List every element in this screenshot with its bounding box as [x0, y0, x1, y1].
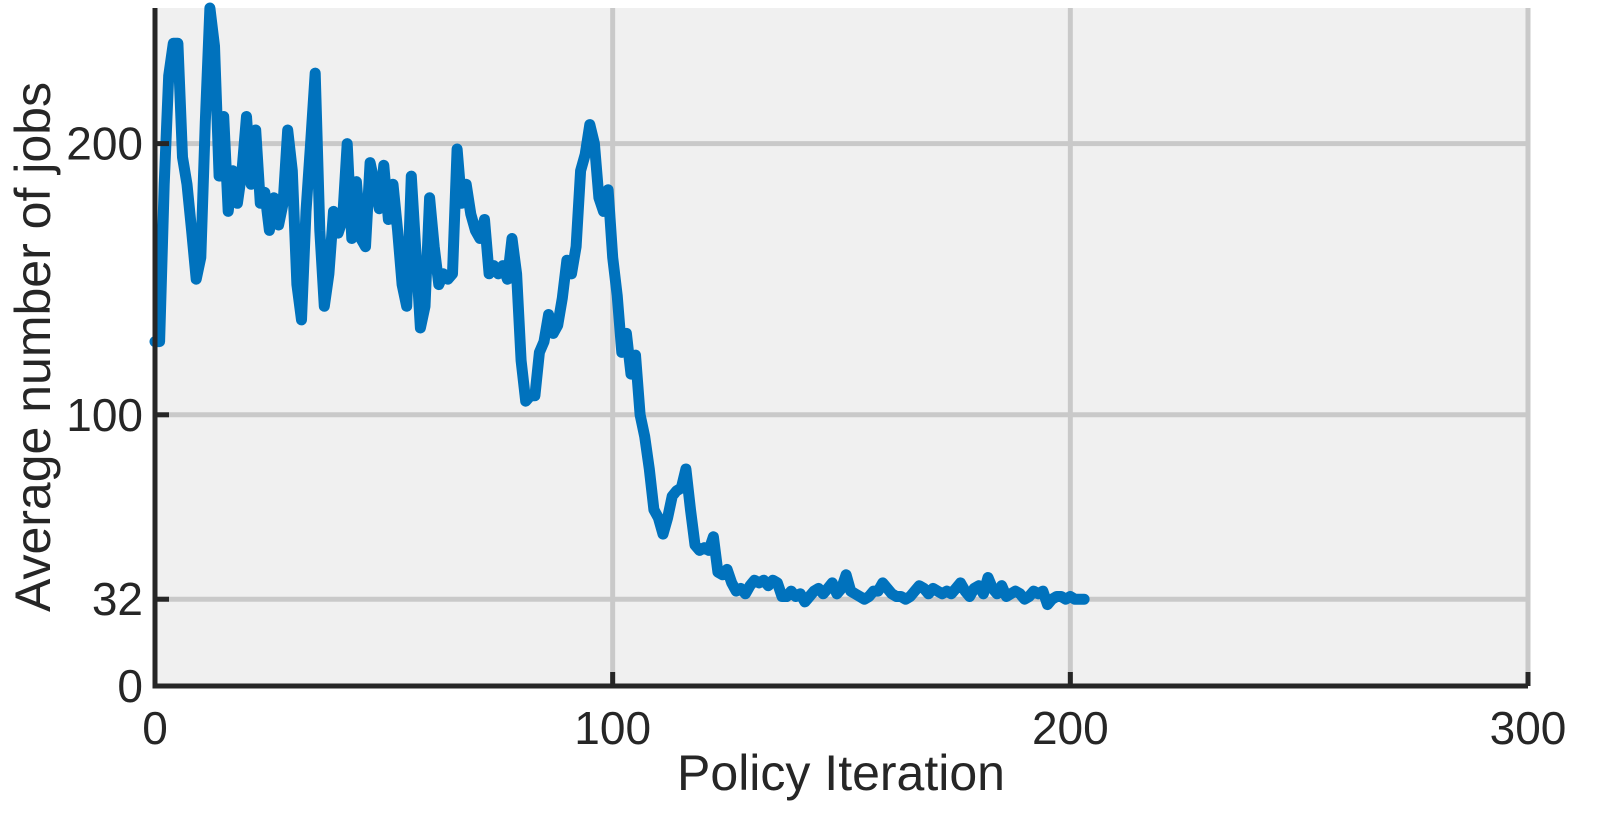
y-axis-label: Average number of jobs	[5, 82, 61, 612]
series-line	[149, 2, 1090, 611]
grid-lines	[155, 8, 1531, 686]
x-tick-label: 200	[1032, 702, 1109, 754]
x-tick-label: 300	[1490, 702, 1567, 754]
x-tick-label: 0	[142, 702, 168, 754]
y-tick-label: 200	[66, 118, 143, 170]
axes	[152, 8, 1531, 689]
tick-labels: 0 100 200 300 0 32 100 200	[66, 118, 1566, 754]
series-group	[149, 2, 1090, 611]
y-tick-label: 0	[117, 660, 143, 712]
y-tick-label: 100	[66, 389, 143, 441]
y-tick-label: 32	[92, 573, 143, 625]
x-axis-label: Policy Iteration	[677, 745, 1005, 801]
x-tick-label: 100	[574, 702, 651, 754]
